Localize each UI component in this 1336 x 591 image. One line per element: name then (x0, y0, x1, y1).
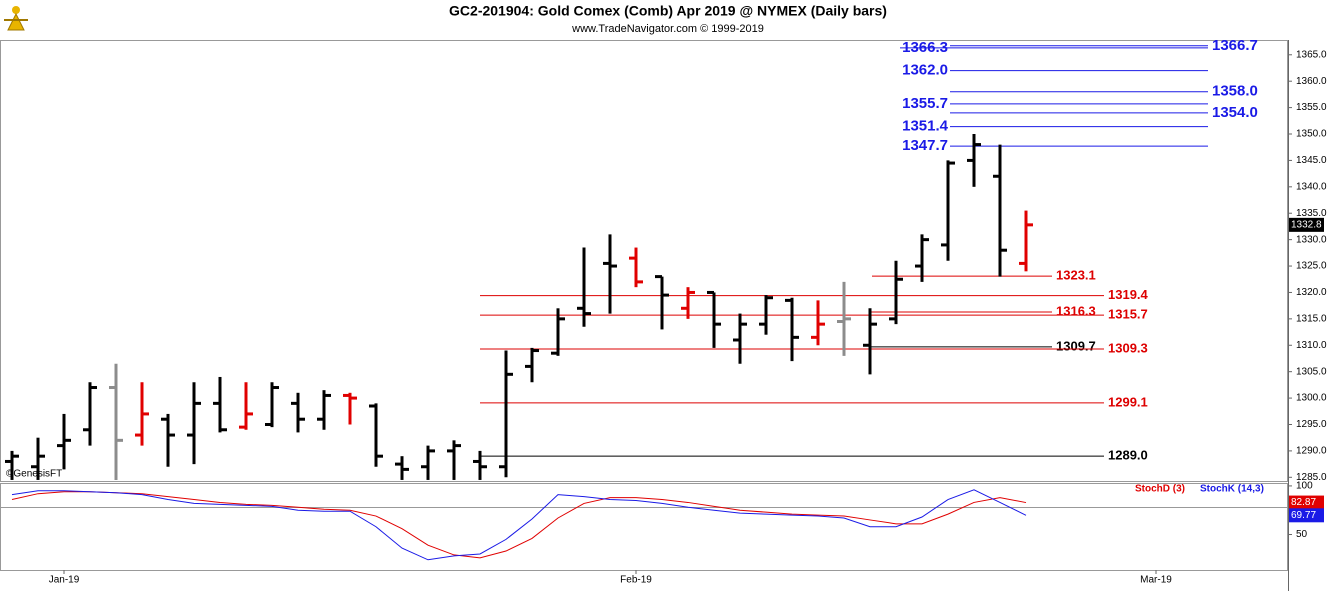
level-label: 1354.0 (1212, 104, 1258, 121)
indicator-value-box (1289, 495, 1324, 510)
level-label: 1299.1 (1108, 394, 1148, 409)
chart-title: GC2-201904: Gold Comex (Comb) Apr 2019 @… (449, 3, 887, 19)
y-tick-label: 1330.0 (1296, 234, 1327, 245)
y-tick-label: 1365.0 (1296, 49, 1327, 60)
y-tick-label: 1305.0 (1296, 366, 1327, 377)
y-tick-label: 1350.0 (1296, 129, 1327, 140)
x-tick-label: Jan-19 (49, 575, 80, 586)
price-panel (0, 40, 1288, 482)
legend-label: StochD (3) (1135, 484, 1185, 495)
level-label: 1315.7 (1108, 307, 1148, 322)
x-tick-label: Mar-19 (1140, 575, 1172, 586)
legend-label: StochK (14,3) (1200, 484, 1264, 495)
level-label: 1366.3 (902, 39, 948, 56)
y-tick-label: 1335.0 (1296, 208, 1327, 219)
level-label: 1347.7 (902, 137, 948, 154)
level-label: 1351.4 (902, 118, 949, 135)
y-tick-label: 1295.0 (1296, 419, 1327, 430)
chart-subtitle: www.TradeNavigator.com © 1999-2019 (571, 23, 764, 35)
level-label: 1319.4 (1108, 287, 1149, 302)
y-tick-label: 1320.0 (1296, 287, 1327, 298)
y-tick-label: 1325.0 (1296, 261, 1327, 272)
level-label: 1358.0 (1212, 83, 1258, 100)
y-tick-label: 1315.0 (1296, 314, 1327, 325)
y-tick-label: 1285.0 (1296, 472, 1327, 483)
level-label: 1309.3 (1108, 340, 1148, 355)
y-tick-label: 1345.0 (1296, 155, 1327, 166)
level-label: 1289.0 (1108, 448, 1148, 463)
indicator-line (11, 491, 1027, 559)
y-tick-label: 1290.0 (1296, 446, 1327, 457)
y-tick-label: 100 (1296, 481, 1313, 492)
y-tick-label: 1355.0 (1296, 102, 1327, 113)
y-tick-label: 1360.0 (1296, 76, 1327, 87)
logo (4, 6, 28, 31)
x-tick-label: Feb-19 (620, 575, 652, 586)
y-tick-label: 1300.0 (1296, 393, 1327, 404)
level-label: 1309.7 (1056, 338, 1096, 353)
level-label: 1355.7 (902, 95, 948, 112)
indicator-value-label: 82.87 (1291, 497, 1316, 508)
indicator-value-label: 69.77 (1291, 510, 1316, 521)
y-tick-label: 50 (1296, 529, 1308, 540)
level-label: 1316.3 (1056, 303, 1096, 318)
source-label: ©GenesisFT (6, 469, 62, 480)
level-label: 1323.1 (1056, 268, 1096, 283)
y-tick-label: 1340.0 (1296, 181, 1327, 192)
y-tick-label: 1310.0 (1296, 340, 1327, 351)
level-label: 1366.7 (1212, 37, 1258, 54)
indicator-line (11, 489, 1027, 561)
last-price-box (1289, 217, 1324, 232)
indicator-panel (0, 483, 1288, 571)
level-label: 1362.0 (902, 62, 948, 79)
last-price-label: 1332.8 (1291, 219, 1322, 230)
indicator-value-box (1289, 508, 1324, 523)
